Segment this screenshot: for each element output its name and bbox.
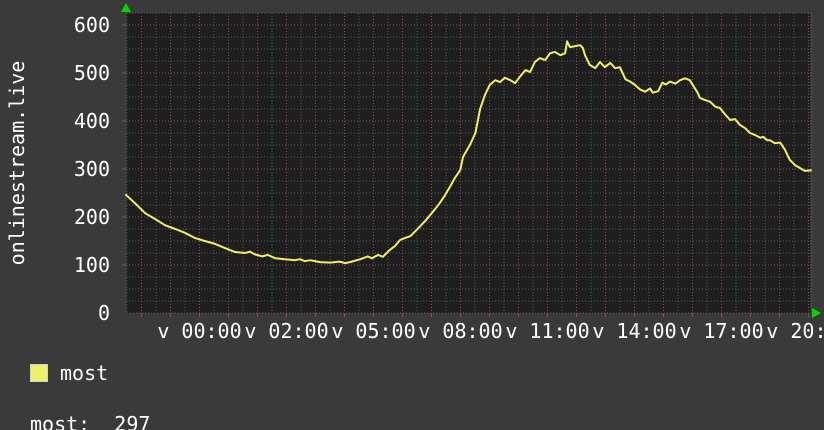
- y-tick-label: 0: [97, 301, 110, 325]
- x-tick-label: v 11:00: [505, 319, 590, 343]
- y-axis-arrow-icon: [121, 3, 131, 12]
- x-tick-label: v 00:00: [157, 319, 242, 343]
- chart-title-vertical: onlinestream.live: [5, 60, 29, 266]
- x-tick-label: v 02:00: [244, 319, 329, 343]
- legend-label: most: [60, 361, 109, 385]
- y-tick-label: 500: [73, 61, 110, 85]
- legend: most: [30, 363, 108, 383]
- x-tick-label: v 05:00: [331, 319, 416, 343]
- x-tick-label: v 17:00: [679, 319, 764, 343]
- chart-canvas: [121, 3, 821, 318]
- stats-row: most: 297 átlag: 307 max: 566: [0, 394, 824, 430]
- x-tick-label: v 08:00: [418, 319, 503, 343]
- legend-swatch-icon: [30, 364, 48, 382]
- x-tick-label: v 20:00: [766, 319, 824, 343]
- y-tick-label: 600: [73, 13, 110, 37]
- stat-most: most: 297: [30, 412, 151, 430]
- x-axis-arrow-icon: [812, 308, 821, 318]
- y-tick-label: 300: [73, 157, 110, 181]
- y-tick-label: 400: [73, 109, 110, 133]
- y-tick-label: 200: [73, 205, 110, 229]
- y-tick-label: 100: [73, 253, 110, 277]
- x-tick-label: v 14:00: [592, 319, 677, 343]
